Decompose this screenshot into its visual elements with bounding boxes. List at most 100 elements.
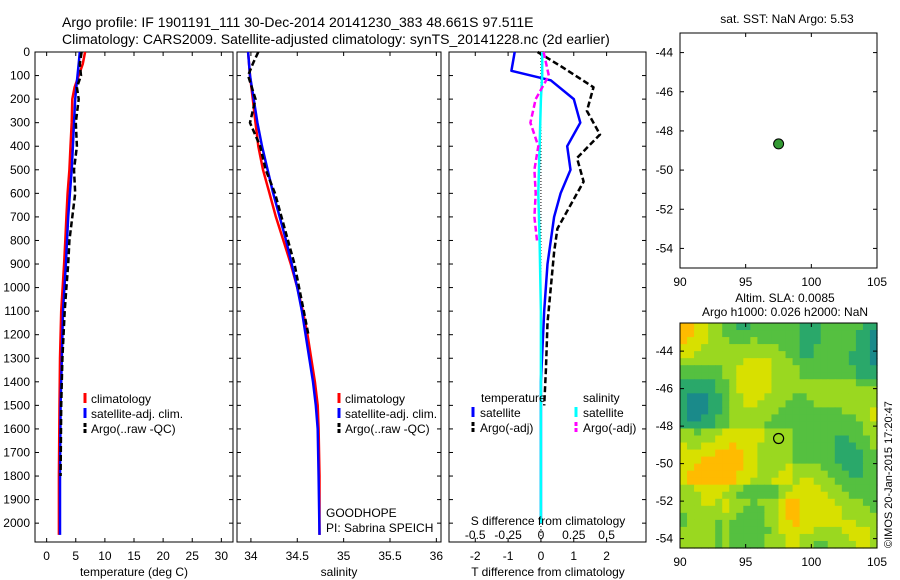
heatmap-cell <box>848 435 857 444</box>
heatmap-cell <box>827 407 836 416</box>
heatmap-cell <box>680 358 688 366</box>
heatmap-cell <box>764 498 773 507</box>
heatmap-cell <box>715 400 723 408</box>
heatmap-cell <box>715 330 723 338</box>
heatmap-cell <box>743 358 751 366</box>
heatmap-cell <box>715 442 723 451</box>
figure-title-line2: Climatology: CARS2009. Satellite-adjuste… <box>62 31 610 47</box>
heatmap-cell <box>764 414 773 423</box>
heatmap-cell <box>729 351 737 359</box>
heatmap-cell <box>764 449 773 458</box>
heatmap-cell <box>750 421 758 430</box>
heatmap-cell <box>806 519 815 528</box>
heatmap-cell <box>694 386 702 394</box>
heatmap-cell <box>792 470 801 479</box>
heatmap-cell <box>722 358 730 366</box>
heatmap-cell <box>862 337 871 345</box>
heatmap-cell <box>722 526 730 535</box>
heatmap-cell <box>799 379 808 387</box>
heatmap-cell <box>869 456 878 465</box>
heatmap-cell <box>701 484 709 493</box>
heatmap-cell <box>848 393 857 401</box>
heatmap-cell <box>820 400 829 408</box>
heatmap-cell <box>687 407 695 416</box>
heatmap-cell <box>757 351 766 359</box>
heatmap-cell <box>680 407 688 416</box>
heatmap-cell <box>708 386 716 394</box>
heatmap-cell <box>848 449 857 458</box>
heatmap-cell <box>785 337 794 345</box>
heatmap-cell <box>862 407 871 416</box>
heatmap-cell <box>757 386 766 394</box>
heatmap-cell <box>715 428 723 437</box>
heatmap-cell <box>806 393 815 401</box>
heatmap-cell <box>792 428 801 437</box>
heatmap-cell <box>827 386 836 394</box>
heatmap-cell <box>764 351 773 359</box>
heatmap-cell <box>820 358 829 366</box>
heatmap-cell <box>848 372 857 380</box>
heatmap-cell <box>827 470 836 479</box>
heatmap-cell <box>778 540 787 549</box>
heatmap-cell <box>701 337 709 345</box>
sst-map-title: sat. SST: NaN Argo: 5.53 <box>720 12 854 26</box>
heatmap-cell <box>834 519 843 528</box>
heatmap-cell <box>687 512 695 521</box>
heatmap-cell <box>813 421 822 430</box>
heatmap-cell <box>778 400 787 408</box>
heatmap-cell <box>736 393 744 401</box>
heatmap-cell <box>715 512 723 521</box>
heatmap-cell <box>855 344 864 352</box>
heatmap-cell <box>764 456 773 465</box>
heatmap-cell <box>820 512 829 521</box>
heatmap-cell <box>757 449 766 458</box>
argo-position-ring <box>772 432 785 445</box>
heatmap-cell <box>715 379 723 387</box>
heatmap-cell <box>750 477 758 486</box>
heatmap-cell <box>736 526 744 535</box>
heatmap-cell <box>743 337 751 345</box>
heatmap-cell <box>806 323 815 331</box>
heatmap-cell <box>694 456 702 465</box>
heatmap-cell <box>862 372 871 380</box>
heatmap-cell <box>722 442 730 451</box>
heatmap-cell <box>778 484 787 493</box>
heatmap-cell <box>806 449 815 458</box>
heatmap-cell <box>757 533 766 542</box>
heatmap-cell <box>799 512 808 521</box>
heatmap-cell <box>855 400 864 408</box>
heatmap-cell <box>862 323 871 331</box>
heatmap-cell <box>701 491 709 500</box>
heatmap-cell <box>855 498 864 507</box>
heatmap-cell <box>771 330 780 338</box>
heatmap-cell <box>848 337 857 345</box>
heatmap-cell <box>701 498 709 507</box>
legend-header-salinity: salinity <box>583 391 620 405</box>
heatmap-cell <box>729 414 737 423</box>
depth-tick-label: 1200 <box>3 328 30 342</box>
heatmap-cell <box>687 400 695 408</box>
heatmap-cell <box>834 428 843 437</box>
heatmap-cell <box>680 393 688 401</box>
heatmap-cell <box>813 533 822 542</box>
imos-watermark: ©IMOS 20-Jan-2015 17:20:47 <box>883 401 895 548</box>
heatmap-cell <box>750 526 758 535</box>
heatmap-cell <box>799 428 808 437</box>
heatmap-cell <box>834 442 843 451</box>
heatmap-cell <box>680 470 688 479</box>
heatmap-cell <box>680 428 688 437</box>
heatmap-cell <box>680 498 688 507</box>
x-tick-label: -2 <box>470 549 481 563</box>
heatmap-cell <box>701 400 709 408</box>
heatmap-cell <box>778 435 787 444</box>
heatmap-cell <box>813 526 822 535</box>
heatmap-cell <box>771 533 780 542</box>
heatmap-cell <box>687 372 695 380</box>
heatmap-cell <box>806 330 815 338</box>
heatmap-cell <box>722 512 730 521</box>
heatmap-cell <box>778 337 787 345</box>
heatmap-cell <box>820 428 829 437</box>
heatmap-cell <box>736 351 744 359</box>
heatmap-cell <box>855 435 864 444</box>
heatmap-cell <box>806 442 815 451</box>
